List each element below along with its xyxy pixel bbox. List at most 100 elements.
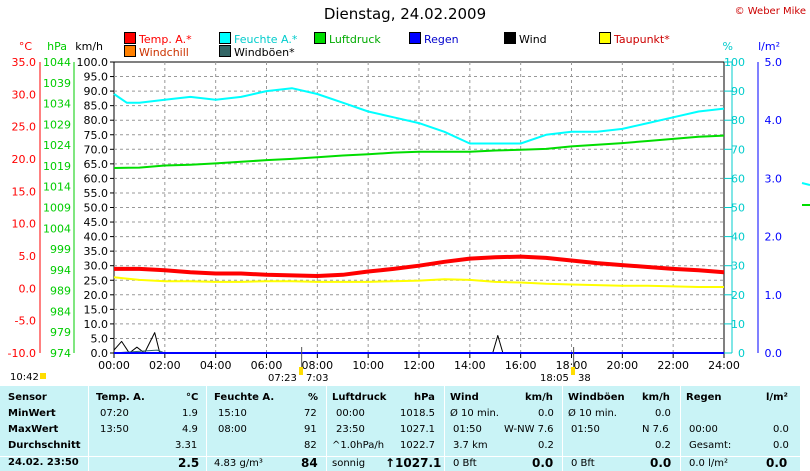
weather-chart: 00:00 02:00 04:00 06:00 08:00 10:00 12:00 14:00… [8,40,810,379]
rain-axis-tick-label: 3.0 [765,172,783,185]
pressure-axis-tick-label: 974 [50,347,71,360]
legend-item-windchill: Windchill [124,45,189,59]
stats-divider [206,386,207,471]
humidity-axis-tick-label: 90 [731,85,745,98]
legend-item-humidity: Feuchte A.* [219,32,297,46]
temp-min: 1.9 [182,408,198,419]
wind-run: 3.7 km [453,440,488,451]
hum-header: Feuchte A. [214,392,275,403]
wind-axis-tick-label: 75.0 [84,129,109,142]
hum-unit: % [308,392,319,403]
gust-avg-label: Ø 10 min. [568,408,617,419]
x-tick-label: 00:00 [98,359,130,372]
hum-avg: 82 [304,440,317,451]
humidity-axis-tick-label: 30 [731,260,745,273]
humidity-axis-tick-label: 80 [731,114,745,127]
wind-bft: 0 Bft [453,458,477,469]
rain-header: Regen [686,392,722,403]
humidity-axis-tick-label: 70 [731,143,745,156]
legend-swatch-temp [124,32,136,44]
legend-swatch-gust [219,45,231,57]
hum-max: 91 [304,424,317,435]
press-current: ↑1027.1 [385,456,442,470]
temp-max: 4.9 [182,424,198,435]
stats-divider [444,386,445,471]
x-tick-label: 18:00 [556,359,588,372]
x-tick-label: 20:00 [606,359,638,372]
x-tick-label: 08:00 [301,359,333,372]
temp-axis-tick-label: 0.0 [19,282,37,295]
temp-current: 2.5 [178,456,200,470]
wind-axis-tick-label: 70.0 [84,143,109,156]
wind-axis-tick-label: 5.0 [91,332,109,345]
temp-axis-tick-label: -10.0 [8,347,36,360]
temp-axis-tick-label: 10.0 [12,218,37,231]
gust-unit: km/h [642,392,670,403]
legend-item-gust: Windböen* [219,45,295,59]
temp-avg: 3.31 [175,440,198,451]
rain-max: 0.0 [773,424,789,435]
rain-max-time: 00:00 [689,424,718,435]
temp-unit: °C [186,392,199,403]
x-tick-label: 06:00 [251,359,283,372]
series-line-luftdruck [113,134,725,169]
pressure-axis-tick-label: 989 [50,285,71,298]
gust-run-val: 0.2 [655,440,671,451]
legend-item-wind: Wind [504,32,547,46]
wind-axis-tick-label: 80.0 [84,114,109,127]
pressure-axis-unit: hPa [47,40,67,53]
rain-current: 0.0 [766,456,788,470]
wind-axis-tick-label: 100.0 [77,56,109,69]
row-label-avg: Durchschnitt [8,440,81,451]
row-label-max: MaxWert [8,424,59,435]
wind-axis-tick-label: 55.0 [84,187,109,200]
row-label-sensor: Sensor [8,392,47,403]
pressure-axis-tick-label: 999 [50,243,71,256]
rain-axis-tick-label: 0.0 [765,347,783,360]
rain-axis-tick-label: 5.0 [765,56,783,69]
legend-swatch-windchill [124,45,136,57]
rain-total: 0.0 [773,440,789,451]
pressure-axis-tick-label: 1019 [43,160,71,173]
gust-max-time: 01:50 [571,424,600,435]
x-tick-label: 02:00 [149,359,181,372]
hum-min: 72 [304,408,317,419]
humidity-axis-tick-label: 40 [731,231,745,244]
time-marker-icon [40,373,46,379]
x-tick-label: 04:00 [200,359,232,372]
wind-axis-tick-label: 10.0 [84,318,109,331]
x-tick-label: 24:00 [708,359,740,372]
wind-axis-tick-label: 85.0 [84,100,109,113]
sunset-label-b: 38 [578,373,591,384]
legend-swatch-rain [409,32,421,44]
series-line-taupunkt [113,276,724,288]
wind-unit: km/h [525,392,553,403]
temp-header: Temp. A. [96,392,145,403]
legend-item-dewpoint: Taupunkt* [599,32,670,46]
legend-label-humidity: Feuchte A.* [234,33,298,46]
legend-swatch-wind [504,32,516,44]
chart-title: Dienstag, 24.02.2009 [323,5,487,23]
wind-axis-tick-label: 60.0 [84,172,109,185]
wind-avg: 0.0 [538,408,554,419]
wind-axis-tick-label: 65.0 [84,158,109,171]
pressure-axis-tick-label: 979 [50,326,71,339]
legend-label-dewpoint: Taupunkt* [614,33,670,46]
wind-axis-unit: km/h [75,40,103,53]
copyright-label: © Weber Mike [734,6,806,17]
temp-axis-tick-label: 20.0 [12,153,37,166]
pressure-axis-tick-label: 1029 [43,118,71,131]
legend-label-gust: Windböen* [234,46,295,59]
legend-swatch-humidity [219,32,231,44]
sunrise-label-b: 7:03 [306,373,329,384]
humidity-axis-tick-label: 0 [738,347,745,360]
rain-axis-unit: l/m² [758,40,780,53]
sunset-icon [571,367,575,375]
humidity-axis-tick-label: 100 [724,56,745,69]
wind-axis-tick-label: 30.0 [84,260,109,273]
press-min-time: 00:00 [336,408,365,419]
pressure-axis-tick-label: 1014 [43,181,71,194]
x-tick-label: 12:00 [403,359,435,372]
press-trend: ^1.0hPa/h [332,440,385,451]
wind-max-time: 01:50 [453,424,482,435]
